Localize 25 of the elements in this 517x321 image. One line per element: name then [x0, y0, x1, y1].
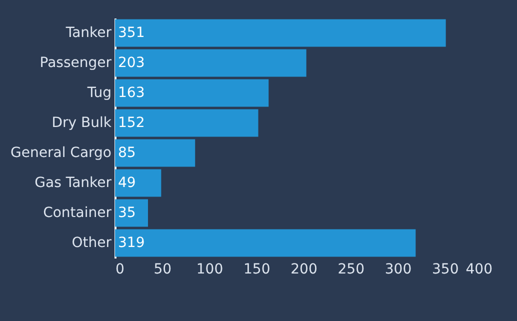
- x-tick-label: 300: [384, 262, 412, 278]
- y-tick-label: Other: [72, 235, 112, 251]
- data-label: 152: [118, 115, 145, 131]
- x-tick-label: 0: [116, 262, 124, 278]
- data-label: 203: [118, 55, 145, 71]
- data-label: 85: [118, 145, 136, 161]
- data-label: 163: [118, 85, 145, 101]
- y-tick-label: Gas Tanker: [34, 175, 112, 191]
- x-tick-label: 250: [338, 262, 364, 278]
- x-tick-label: 50: [154, 262, 172, 278]
- y-tick-label: Tug: [86, 85, 112, 101]
- x-tick-label: 150: [244, 262, 270, 278]
- x-tick-label: 350: [432, 262, 459, 278]
- x-tick-label: 100: [196, 262, 224, 278]
- y-tick-label: Dry Bulk: [52, 115, 112, 131]
- data-label: 35: [118, 205, 136, 221]
- y-tick-label: General Cargo: [10, 145, 112, 161]
- y-tick-label: Container: [43, 205, 112, 221]
- data-label: 319: [118, 235, 145, 251]
- x-tick-label: 200: [290, 262, 318, 278]
- data-label: 49: [118, 175, 136, 191]
- x-tick-label: 400: [466, 262, 492, 278]
- y-tick-label: Passenger: [40, 55, 112, 71]
- y-tick-label: Tanker: [64, 25, 112, 41]
- data-label: 351: [118, 25, 145, 41]
